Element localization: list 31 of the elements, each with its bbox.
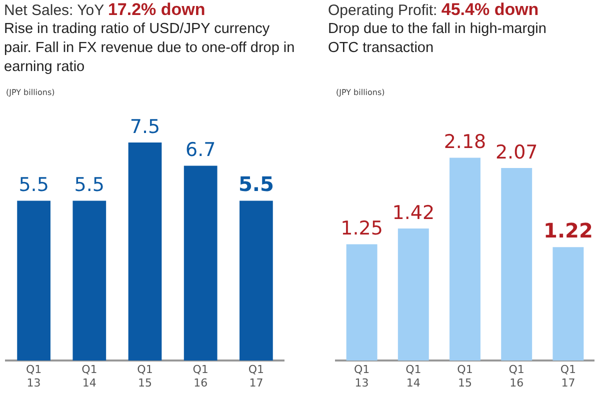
chart-subtitle: Drop due to the fall in high-margin OTC transaction — [328, 20, 548, 58]
x-tick-label: Q1 17 — [248, 363, 264, 390]
chart-title: Net Sales: YoY 17.2% down — [4, 0, 206, 20]
x-tick-label: Q1 13 — [354, 363, 370, 390]
data-label: 7.5 — [130, 116, 160, 138]
x-tick-label: Q1 14 — [406, 363, 422, 390]
y-axis-title: (JPY billions) — [5, 88, 56, 98]
chart-title: Operating Profit: 45.4% down — [328, 0, 540, 20]
data-label: 6.7 — [185, 139, 216, 162]
bar — [552, 247, 584, 361]
data-label: 5.5 — [74, 174, 105, 196]
data-label: 1.42 — [392, 202, 435, 224]
data-label: 1.25 — [340, 218, 383, 240]
bar — [501, 168, 532, 361]
x-tick-label: Q1 15 — [457, 363, 473, 390]
data-label: 2.07 — [495, 141, 538, 164]
y-axis-title: (JPY billions) — [335, 88, 386, 98]
data-label: 1.22 — [544, 218, 593, 242]
bar — [450, 158, 480, 361]
data-label: 5.5 — [238, 172, 274, 196]
data-label: 5.5 — [18, 174, 49, 196]
x-tick-label: Q1 15 — [137, 363, 153, 390]
x-tick-label: Q1 13 — [26, 363, 42, 390]
x-tick-label: Q1 17 — [560, 363, 576, 390]
bar — [346, 244, 378, 361]
data-label: 2.18 — [444, 131, 486, 154]
chart-subtitle: Rise in trading ratio of USD/JPY currency pair. Fall in FX revenue due to one-off drop in earning ratio — [4, 20, 296, 77]
bar — [398, 228, 429, 361]
x-tick-label: Q1 14 — [82, 363, 98, 390]
x-tick-label: Q1 16 — [192, 363, 208, 390]
x-tick-label: Q1 16 — [508, 363, 524, 390]
